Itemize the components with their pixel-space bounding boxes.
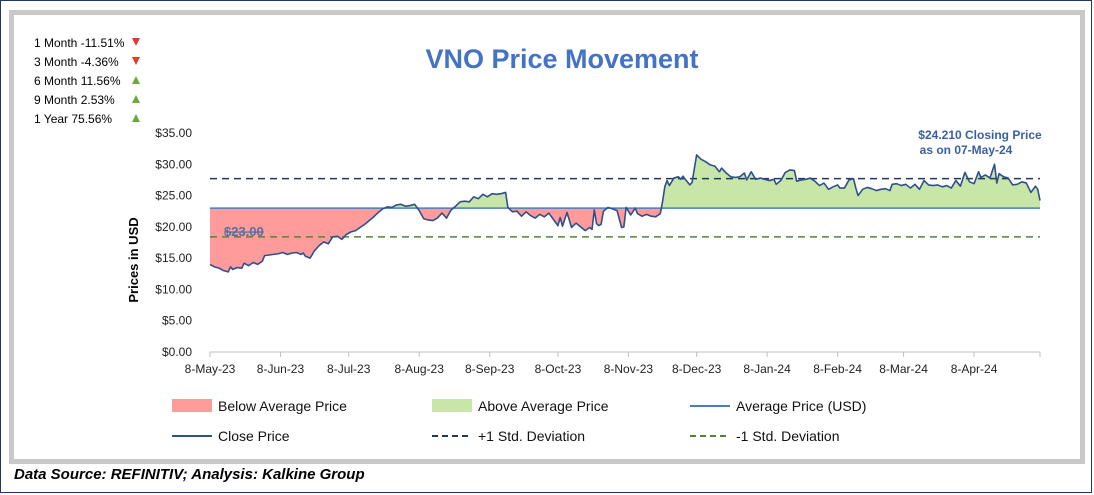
y-tick-label: $30.00 bbox=[155, 157, 192, 171]
y-tick-label: $0.00 bbox=[162, 345, 192, 359]
y-tick-label: $25.00 bbox=[155, 189, 192, 203]
y-tick-label: $5.00 bbox=[162, 314, 192, 328]
performance-4-label: 1 Year 75.56% bbox=[34, 112, 112, 126]
below-average-area bbox=[210, 208, 1040, 272]
average-price-label: $23.00 bbox=[224, 224, 264, 239]
legend-label: +1 Std. Deviation bbox=[478, 428, 585, 444]
legend-label: Average Price (USD) bbox=[736, 398, 866, 414]
legend-label: Below Average Price bbox=[218, 398, 347, 414]
price-chart: VNO Price Movement 1 Month -11.51% 3 Mont… bbox=[34, 36, 1042, 444]
x-tick-label: 8-Jun-23 bbox=[257, 362, 305, 376]
x-tick-label: 8-May-23 bbox=[185, 362, 236, 376]
legend-swatch bbox=[172, 399, 212, 412]
y-tick-label: $10.00 bbox=[155, 282, 192, 296]
x-tick-label: 8-Dec-23 bbox=[672, 362, 722, 376]
x-tick-label: 8-Feb-24 bbox=[813, 362, 862, 376]
up-arrow-icon bbox=[132, 76, 140, 84]
data-source-footer: Data Source: REFINITIV; Analysis: Kalkin… bbox=[14, 466, 365, 483]
y-tick-label: $15.00 bbox=[155, 251, 192, 265]
chart-title: VNO Price Movement bbox=[425, 44, 698, 74]
x-tick-label: 8-Apr-24 bbox=[951, 362, 998, 376]
y-axis-ticks: $0.00 $5.00 $10.00 $15.00 $20.00 $25.00 $30.00… bbox=[155, 126, 192, 359]
performance-3-label: 9 Month 2.53% bbox=[34, 93, 115, 107]
x-tick-label: 8-Jan-24 bbox=[743, 362, 791, 376]
x-tick-label: 8-Mar-24 bbox=[879, 362, 928, 376]
performance-summary: 1 Month -11.51% 3 Month -4.36% 6 Month 11.… bbox=[34, 36, 140, 126]
x-tick-label: 8-Nov-23 bbox=[604, 362, 654, 376]
chart-frame: VNO Price Movement 1 Month -11.51% 3 Mont… bbox=[9, 10, 1085, 464]
performance-2-label: 6 Month 11.56% bbox=[34, 74, 121, 88]
y-axis-label: Prices in USD bbox=[126, 217, 141, 302]
closing-date-annotation: as on 07-May-24 bbox=[920, 143, 1013, 157]
above-average-area bbox=[210, 154, 1040, 209]
x-tick-label: 8-Sep-23 bbox=[465, 362, 515, 376]
x-tick-label: 8-Jul-23 bbox=[327, 362, 371, 376]
x-tick-label: 8-Oct-23 bbox=[535, 362, 582, 376]
up-arrow-icon bbox=[132, 95, 140, 103]
x-tick-label: 8-Aug-23 bbox=[395, 362, 445, 376]
closing-price-annotation: $24.210 Closing Price bbox=[918, 128, 1042, 142]
y-tick-label: $35.00 bbox=[155, 126, 192, 140]
performance-1-label: 3 Month -4.36% bbox=[34, 55, 119, 69]
performance-0-label: 1 Month -11.51% bbox=[34, 36, 125, 50]
legend-label: Above Average Price bbox=[478, 398, 609, 414]
legend-label: -1 Std. Deviation bbox=[736, 428, 840, 444]
legend-label: Close Price bbox=[218, 428, 290, 444]
close-price-line bbox=[209, 154, 1041, 273]
plot-area: 8-May-23 8-Jun-23 8-Jul-23 8-Aug-23 8-Sep-23… bbox=[155, 126, 1042, 376]
chart-legend: Below Average Price Above Average Price Av… bbox=[172, 398, 866, 444]
down-arrow-icon bbox=[132, 57, 140, 65]
legend-swatch bbox=[432, 399, 472, 412]
y-tick-label: $20.00 bbox=[155, 220, 192, 234]
x-axis-ticks: 8-May-23 8-Jun-23 8-Jul-23 8-Aug-23 8-Sep-23… bbox=[185, 352, 1041, 376]
down-arrow-icon bbox=[132, 38, 140, 46]
up-arrow-icon bbox=[132, 114, 140, 122]
